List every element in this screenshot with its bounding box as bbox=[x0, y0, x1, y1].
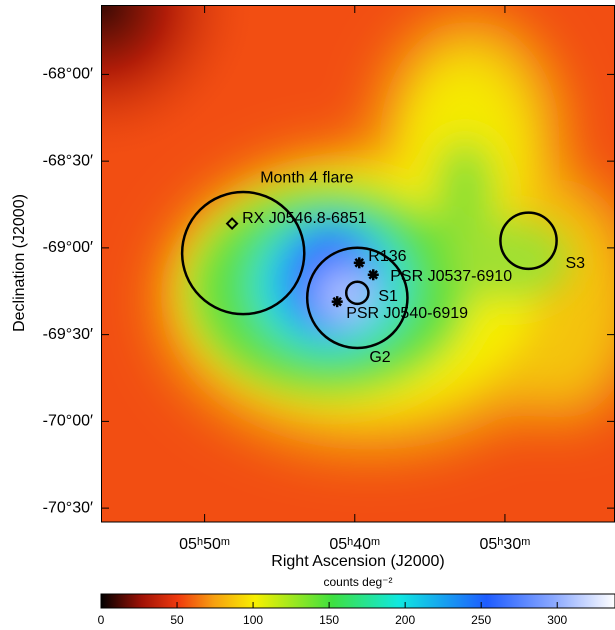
source-label: RX J0546.8-6851 bbox=[242, 210, 367, 227]
source-marker bbox=[331, 296, 343, 308]
y-tick-label: -69°00′ bbox=[43, 239, 93, 256]
y-axis-title: Declination (J2000) bbox=[11, 194, 28, 332]
colorbar-tick-label: 250 bbox=[471, 613, 491, 627]
x-tick-label: 05ʰ40ᵐ bbox=[329, 536, 380, 553]
source-label: R136 bbox=[368, 248, 406, 265]
y-tick-label: -68°00′ bbox=[43, 66, 93, 83]
y-tick-label: -68°30′ bbox=[43, 152, 93, 169]
colorbar-tick-label: 100 bbox=[243, 613, 263, 627]
x-tick-label: 05ʰ30ᵐ bbox=[479, 536, 530, 553]
source-label: PSR J0540-6919 bbox=[346, 305, 468, 322]
diamond bbox=[225, 217, 239, 231]
region-label: S1 bbox=[378, 288, 398, 305]
y-tick-label: -70°30′ bbox=[43, 499, 93, 516]
region bbox=[180, 190, 306, 316]
colorbar bbox=[100, 593, 615, 609]
heatmap bbox=[101, 5, 615, 522]
colorbar-tick-label: 0 bbox=[98, 613, 105, 627]
region bbox=[344, 280, 370, 306]
region-label: S3 bbox=[566, 255, 586, 272]
star-stroke bbox=[368, 270, 379, 280]
y-tick-label: -69°30′ bbox=[43, 326, 93, 343]
colorbar-tick-label: 50 bbox=[170, 613, 184, 627]
region-label: Month 4 flare bbox=[260, 169, 353, 186]
region-label: G2 bbox=[369, 349, 390, 366]
source-marker bbox=[225, 217, 239, 231]
region bbox=[499, 211, 558, 271]
colorbar-tick-label: 300 bbox=[547, 613, 567, 627]
star-stroke bbox=[354, 258, 365, 268]
y-tick-label: -70°00′ bbox=[43, 413, 93, 430]
colorbar-title: counts deg⁻² bbox=[323, 575, 392, 589]
source-marker bbox=[353, 257, 365, 269]
x-tick-label: 05ʰ50ᵐ bbox=[179, 536, 230, 553]
source-label: PSR J0537-6910 bbox=[390, 268, 512, 285]
source-marker bbox=[367, 269, 379, 281]
colorbar-tick-label: 150 bbox=[319, 613, 339, 627]
colorbar-tick-label: 200 bbox=[395, 613, 415, 627]
star-stroke bbox=[332, 296, 342, 307]
region bbox=[305, 246, 409, 350]
x-axis-title: Right Ascension (J2000) bbox=[271, 553, 444, 570]
